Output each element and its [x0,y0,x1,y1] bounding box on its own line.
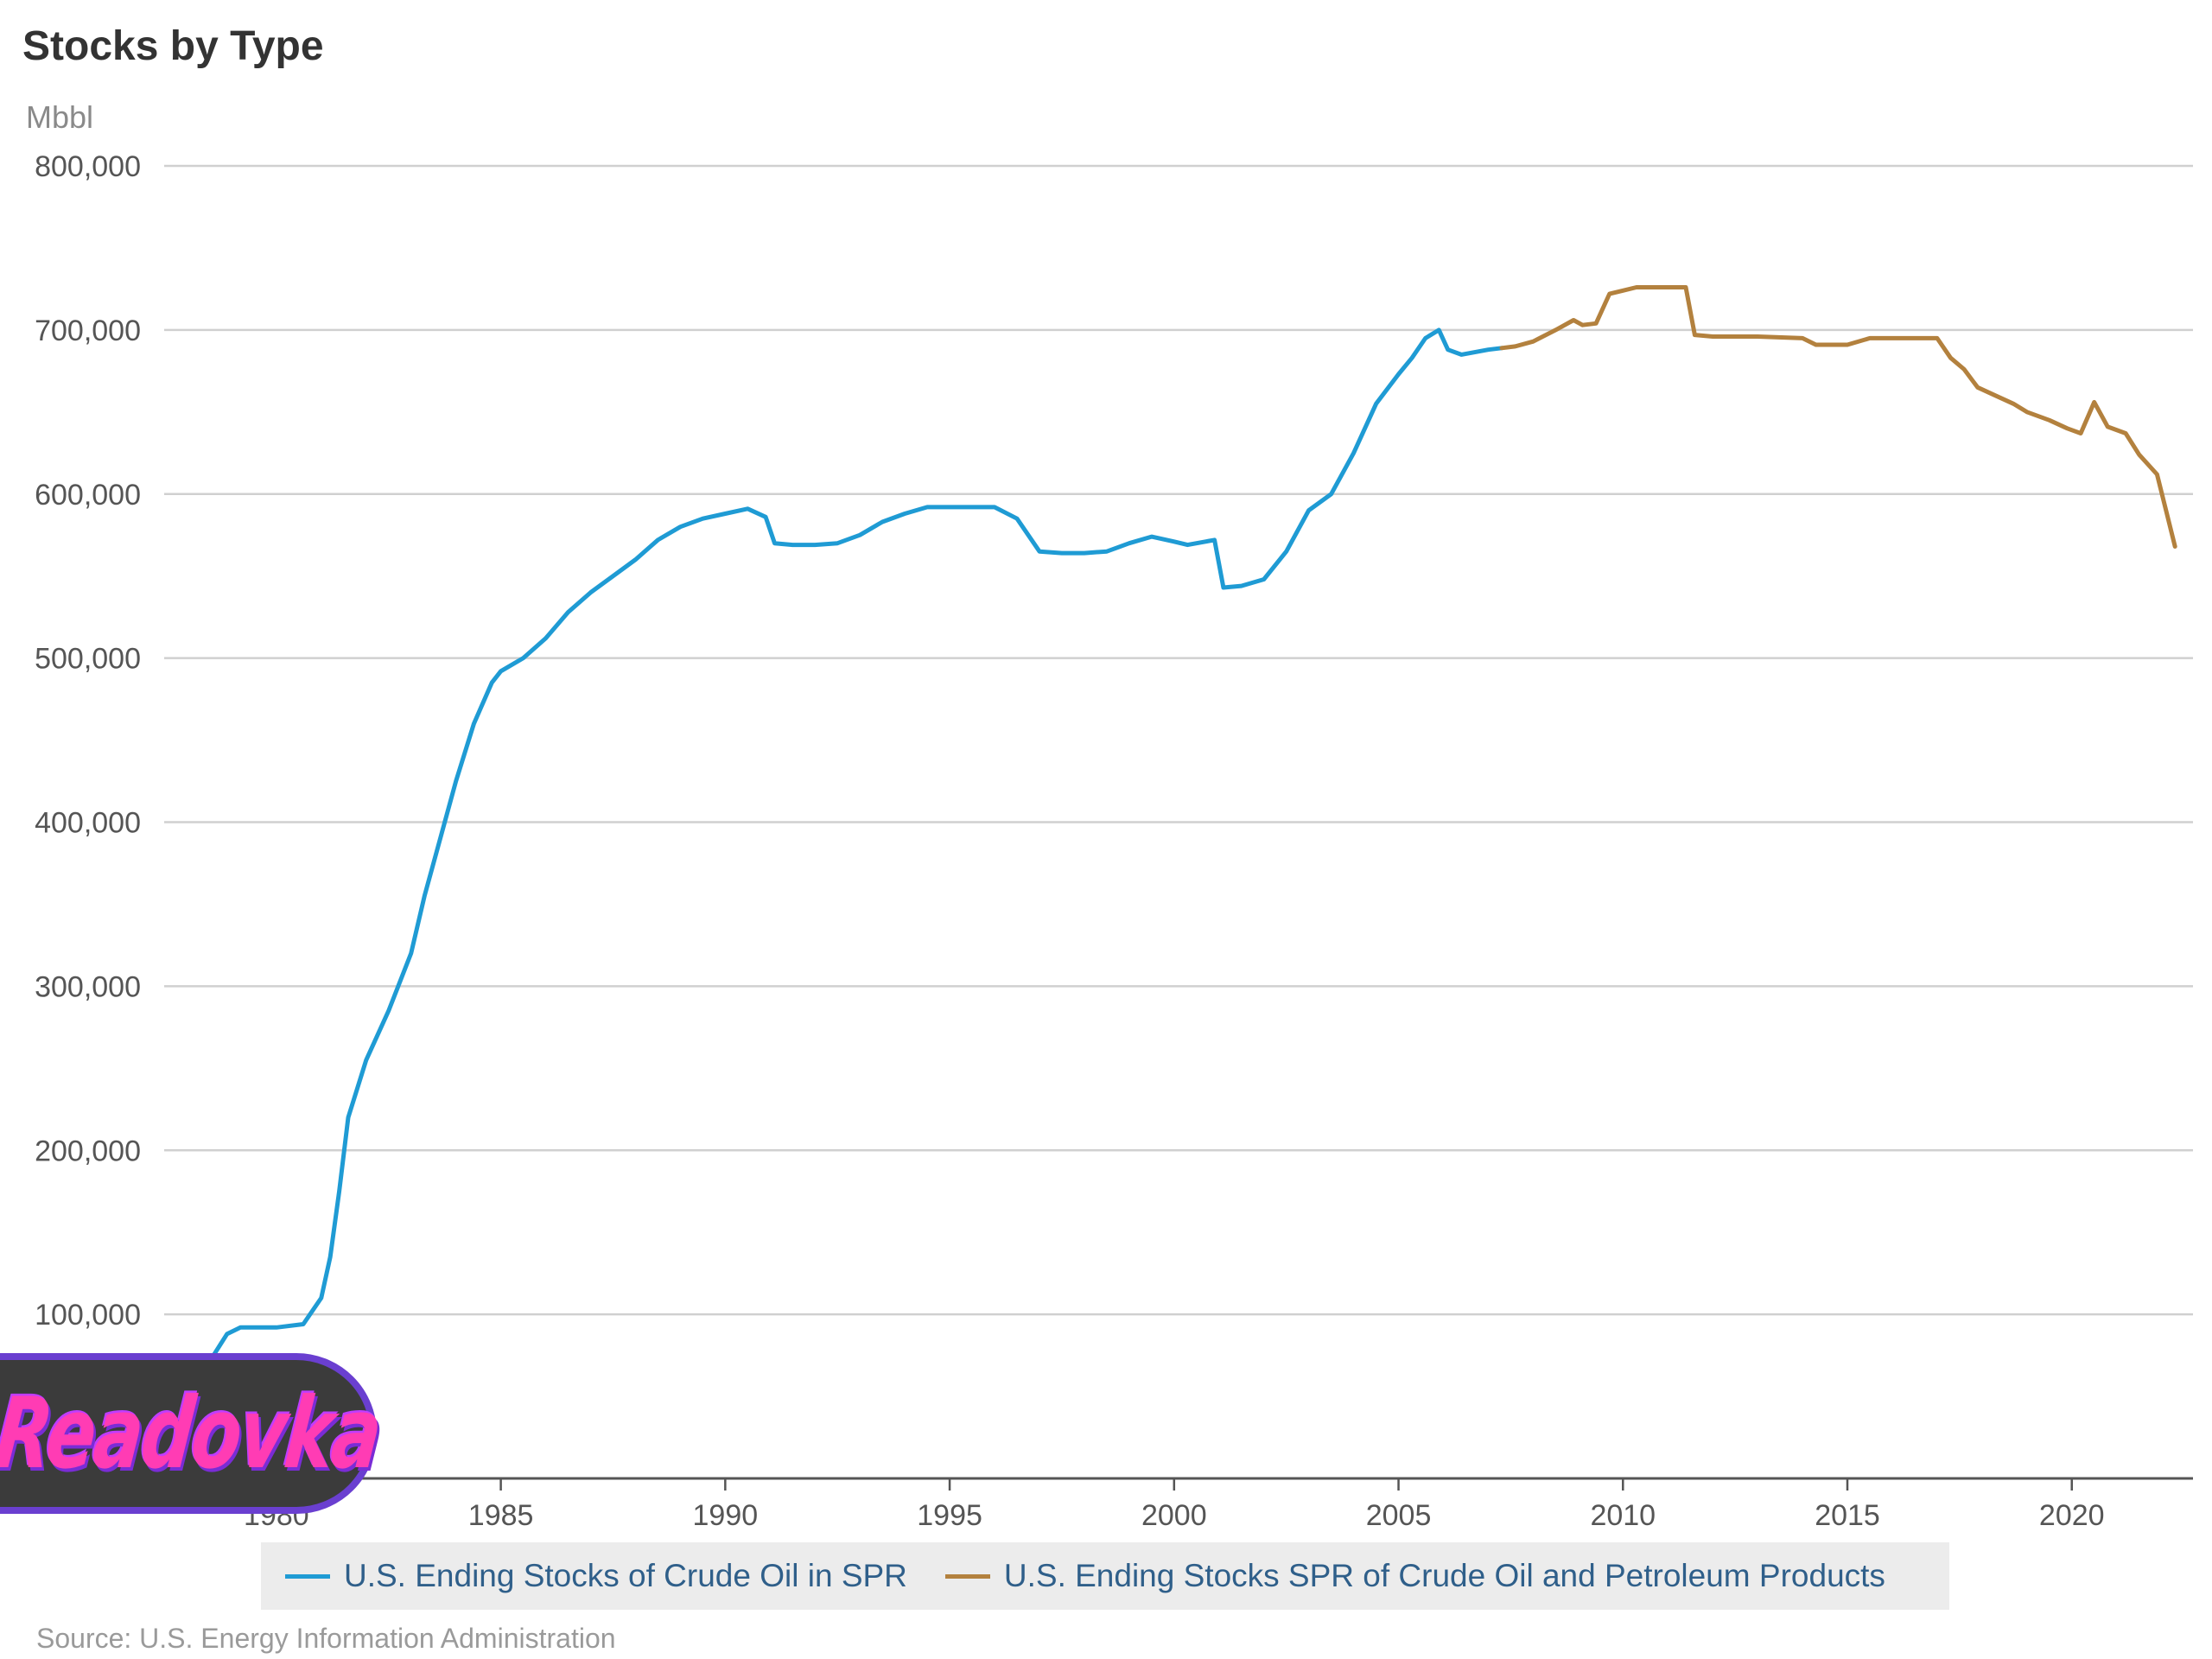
series-lines [166,285,2177,1481]
series-line-crude-oil [166,327,1504,1481]
readovka-logo-badge: Readovka [0,1353,386,1514]
y-tick-label: 700,000 [35,315,141,347]
legend: U.S. Ending Stocks of Crude Oil in SPR U… [261,1542,1949,1610]
readovka-logo-text: Readovka [0,1376,386,1491]
legend-item-crude-and-products[interactable]: U.S. Ending Stocks SPR of Crude Oil and … [944,1558,1885,1594]
x-tick-label: 1990 [693,1499,759,1532]
x-tick-label: 2015 [1815,1499,1880,1532]
x-tick-label: 2010 [1590,1499,1656,1532]
legend-label-crude-oil: U.S. Ending Stocks of Crude Oil in SPR [344,1558,907,1593]
x-tick-label: 1985 [468,1499,534,1532]
x-tick-label: 2020 [2039,1499,2105,1532]
x-tick-label: 1995 [917,1499,982,1532]
y-tick-label: 400,000 [35,807,141,840]
legend-swatch-crude-oil [285,1573,330,1579]
legend-swatch-crude-and-products [944,1573,990,1579]
y-axis-unit-label: Mbbl [26,99,94,135]
x-tick-label: 2000 [1141,1499,1207,1532]
y-tick-label: 500,000 [35,643,141,676]
source-note: Source: U.S. Energy Information Administ… [36,1623,616,1654]
x-tick-label: 2005 [1366,1499,1432,1532]
legend-item-crude-oil[interactable]: U.S. Ending Stocks of Crude Oil in SPR [285,1558,907,1594]
series-line-crude-and-products [1499,285,2177,549]
gridlines [164,164,2193,1480]
legend-label-crude-and-products: U.S. Ending Stocks SPR of Crude Oil and … [1003,1558,1885,1593]
y-tick-label: 300,000 [35,970,141,1003]
y-tick-label: 600,000 [35,479,141,512]
y-tick-label: 200,000 [35,1135,141,1167]
y-tick-label: 100,000 [35,1299,141,1332]
x-tick-labels: 1980 1985 1990 1995 2000 2005 2010 2015 2020 [244,1478,2105,1532]
chart-title: Stocks by Type [22,23,324,69]
y-tick-label: 800,000 [35,150,141,183]
y-tick-labels: 0100,000200,000300,000400,000500,000600,… [35,150,141,1496]
